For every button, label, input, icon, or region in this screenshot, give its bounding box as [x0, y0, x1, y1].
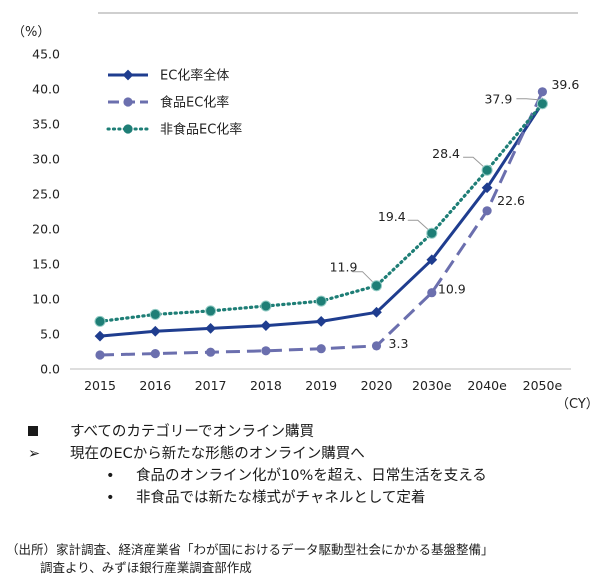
y-tick-label: 35.0: [32, 117, 60, 132]
series-3-point: [536, 98, 548, 110]
series-3-point: [149, 308, 161, 320]
series-1-point: [149, 325, 161, 337]
series-3-point: [94, 315, 106, 327]
series-3-point: [426, 227, 438, 239]
y-tick-label: 40.0: [32, 82, 60, 97]
note-main-1-text: すべてのカテゴリーでオンライン購買: [70, 424, 315, 440]
y-unit-label: （%）: [12, 25, 50, 40]
series-2-point: [95, 350, 105, 360]
series-1-point: [205, 323, 216, 334]
series-3-point: [481, 164, 493, 176]
y-tick-label: 30.0: [32, 152, 60, 167]
dot-bullet-icon: •: [106, 490, 115, 506]
legend-marker: [123, 124, 133, 134]
x-tick-label: 2040e: [467, 378, 507, 393]
y-tick-label: 25.0: [32, 187, 60, 202]
dot-bullet-icon: •: [106, 468, 115, 484]
data-label: 10.9: [438, 282, 466, 297]
y-tick-label: 0.0: [40, 362, 60, 377]
ec-rate-line-chart: （%） 0.0 5.0 10.0 15.0 20.0 25.0 30.0 35.0 40.0 45…: [12, 12, 599, 412]
series-2-point: [482, 206, 492, 216]
series-2-point: [371, 341, 382, 351]
legend-label: EC化率全体: [160, 68, 229, 84]
series-2-point: [150, 349, 160, 359]
note-sub-2-text: 非食品では新たな様式がチャネルとして定着: [136, 490, 426, 506]
note-sub-1-text: 食品のオンライン化が10%を超え、日常生活を支える: [136, 468, 487, 484]
square-bullet-icon: [28, 421, 70, 443]
x-axis-ticks: 2015 2016 2017 2018 2019 2020 2030e 2040e 2050e: [84, 378, 562, 393]
series-2-point: [427, 288, 437, 298]
data-label: 3.3: [389, 336, 409, 351]
series-1-point: [94, 330, 106, 342]
note-main-2: ➢ 現在のECから新たな形態のオンライン購買へ: [28, 443, 487, 465]
note-sub-2: • 非食品では新たな様式がチャネルとして定着: [28, 487, 487, 509]
x-tick-label: 2050e: [523, 378, 563, 393]
series-2-point: [537, 87, 548, 97]
data-label: 19.4: [378, 209, 406, 224]
data-label: 11.9: [330, 260, 358, 275]
notes-section: すべてのカテゴリーでオンライン購買 ➢ 現在のECから新たな形態のオンライン購買…: [28, 421, 487, 509]
x-tick-label: 2020: [361, 378, 393, 393]
y-tick-label: 10.0: [32, 292, 60, 307]
y-axis-ticks: 0.0 5.0 10.0 15.0 20.0 25.0 30.0 35.0 40.0 45.0: [32, 47, 60, 377]
series-1-point: [481, 182, 493, 194]
source-note: （出所）家計調査、経済産業省「わが国におけるデータ駆動型社会にかかる基盤整備」 …: [6, 541, 494, 577]
series-1-point: [315, 316, 327, 327]
x-tick-label: 2019: [305, 378, 337, 393]
series-1-point: [371, 306, 382, 318]
series-3-point: [315, 295, 327, 307]
series-2-point: [316, 344, 326, 354]
y-tick-label: 20.0: [32, 222, 60, 237]
x-tick-label: 2017: [195, 378, 227, 393]
data-label: 22.6: [497, 193, 525, 208]
series-3-point: [371, 280, 382, 292]
series-group: [94, 87, 548, 360]
x-tick-label: 2016: [139, 378, 171, 393]
note-main-2-text: 現在のECから新たな形態のオンライン購買へ: [70, 446, 365, 462]
leader-line: [516, 98, 539, 101]
x-unit-label: （CY）: [556, 397, 599, 412]
data-label: 28.4: [432, 146, 460, 161]
source-line-2: 調査より、みずほ銀行産業調査部作成: [40, 560, 252, 575]
leader-line: [352, 271, 373, 283]
data-labels: 11.9 19.4 28.4 37.9 3.3 10.9 22.6 39.6: [330, 77, 580, 351]
y-tick-label: 15.0: [32, 257, 60, 272]
legend-label: 非食品EC化率: [160, 122, 242, 138]
data-label: 39.6: [551, 77, 579, 92]
note-sub-1: • 食品のオンライン化が10%を超え、日常生活を支える: [28, 465, 487, 487]
series-3-point: [205, 305, 217, 317]
x-tick-label: 2015: [84, 378, 116, 393]
series-2-point: [261, 346, 271, 356]
y-tick-label: 5.0: [40, 327, 60, 342]
x-tick-label: 2030e: [412, 378, 452, 393]
series-2-point: [206, 347, 216, 357]
y-tick-label: 45.0: [32, 47, 60, 62]
leader-line: [407, 219, 429, 230]
legend-marker: [123, 97, 133, 107]
data-label: 37.9: [484, 92, 512, 107]
series-3-point: [260, 300, 272, 312]
legend-marker: [122, 69, 134, 81]
note-main-1: すべてのカテゴリーでオンライン購買: [28, 421, 487, 443]
series-1-point: [260, 320, 272, 331]
legend-label: 食品EC化率: [160, 95, 229, 111]
arrow-bullet-icon: ➢: [28, 446, 41, 462]
x-tick-label: 2018: [250, 378, 282, 393]
leader-line: [463, 156, 484, 167]
series-1-point: [426, 254, 438, 266]
source-line-1: （出所）家計調査、経済産業省「わが国におけるデータ駆動型社会にかかる基盤整備」: [6, 542, 494, 557]
